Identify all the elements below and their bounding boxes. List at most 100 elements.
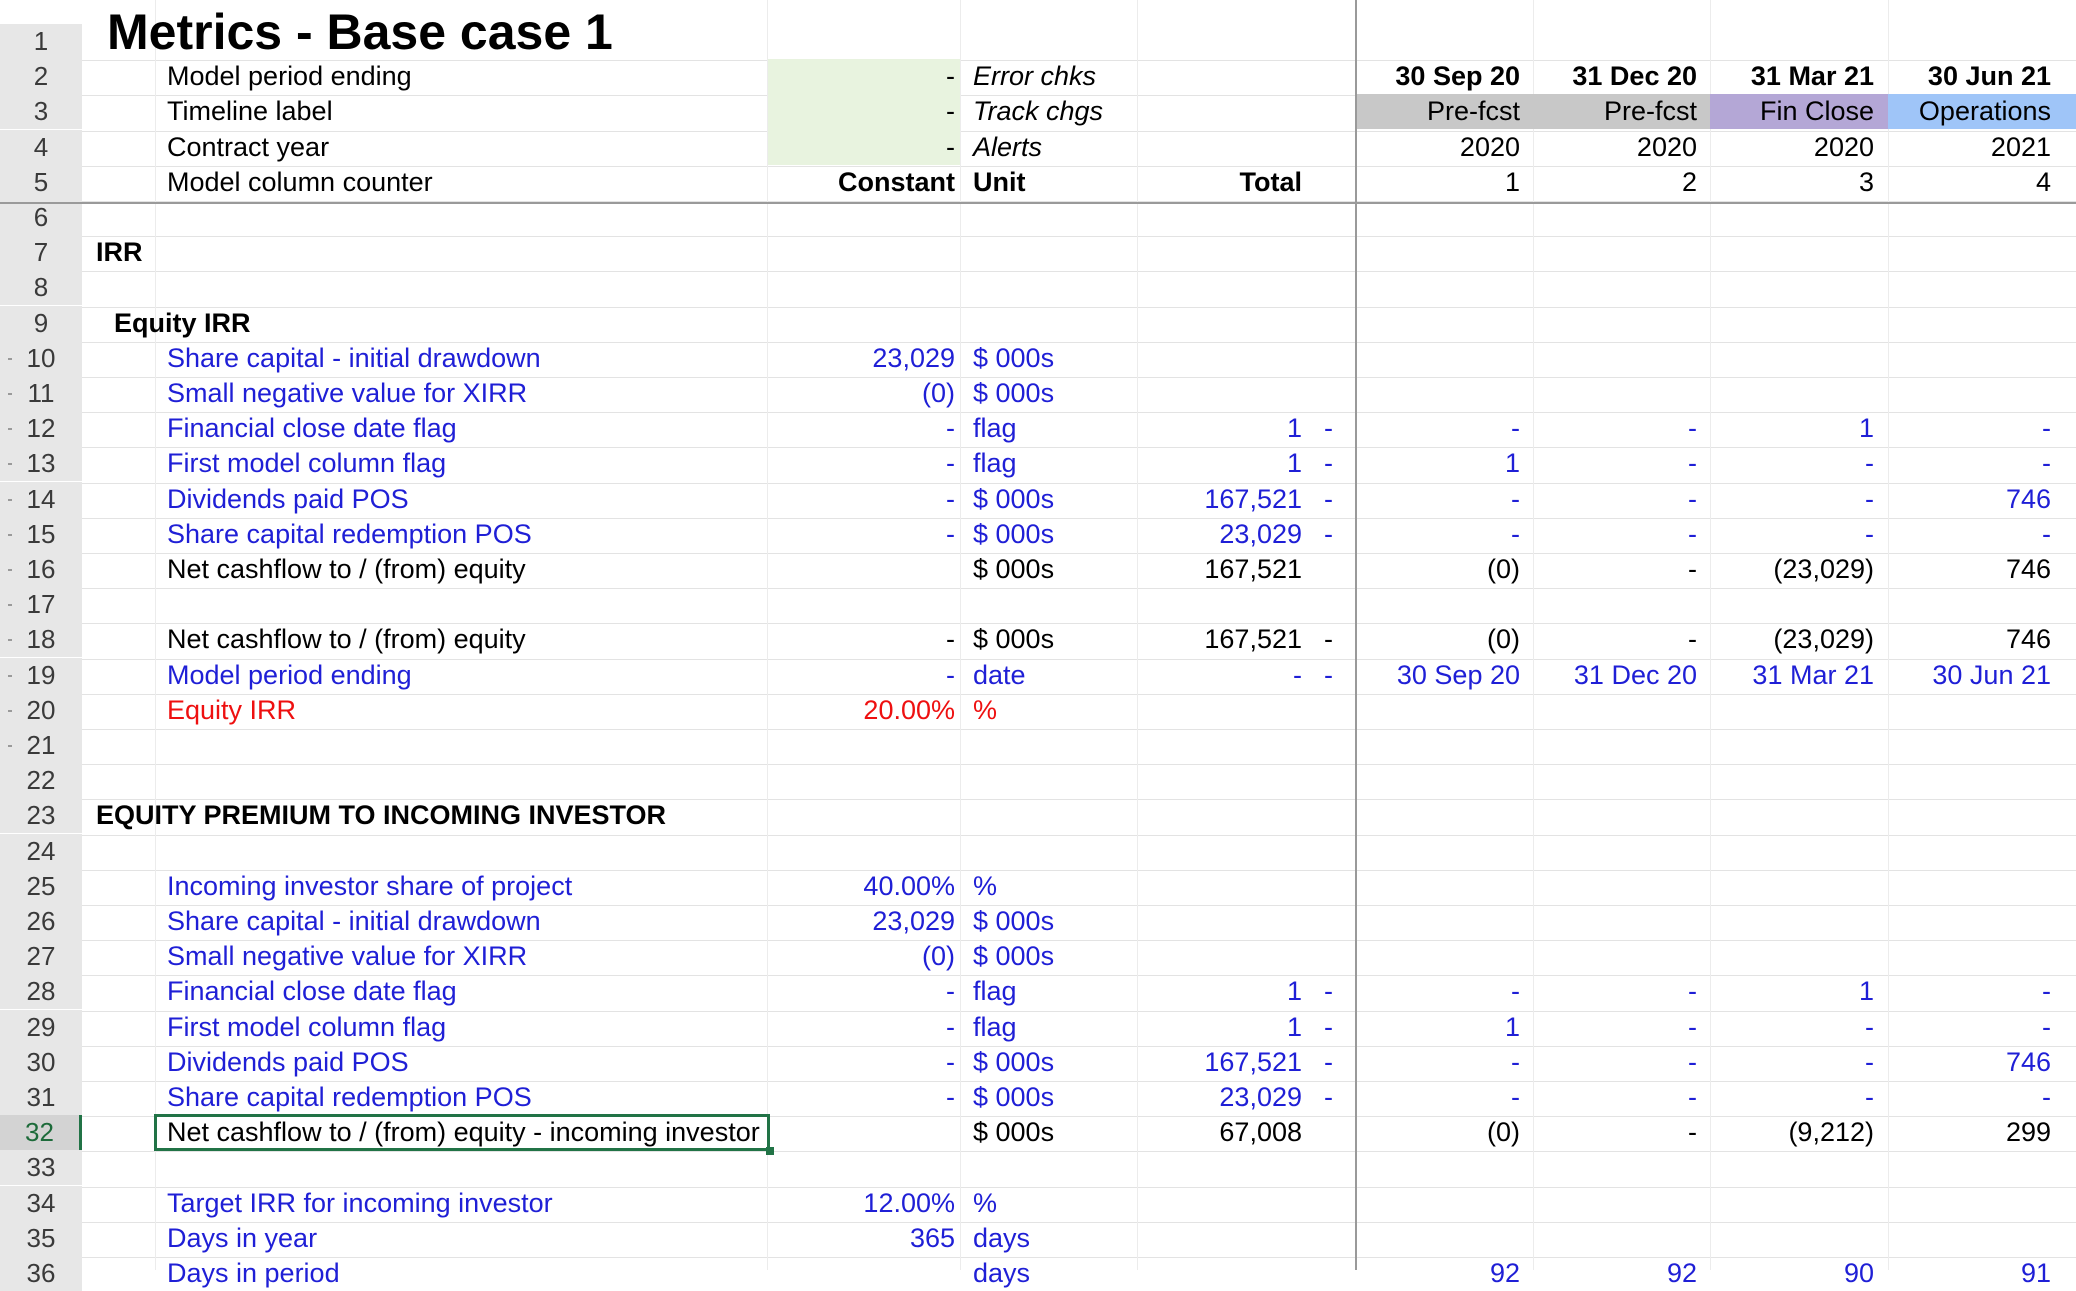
period-value[interactable]: - (1688, 1012, 1697, 1042)
period-value[interactable]: - (1688, 1082, 1697, 1112)
period-value[interactable]: - (2042, 413, 2051, 443)
period-value[interactable]: 746 (2005, 1047, 2051, 1077)
constant-value[interactable]: 20.00% (863, 695, 955, 725)
row-header-24[interactable]: 24 (0, 834, 82, 869)
row-label[interactable]: Share capital redemption POS (167, 1082, 532, 1112)
constant-value[interactable]: - (946, 1082, 955, 1112)
unit-value[interactable]: $ 000s (973, 554, 1055, 584)
row-header-10[interactable]: 10 (0, 341, 82, 376)
period-value[interactable]: 746 (2005, 554, 2051, 584)
row-label[interactable]: Incoming investor share of project (167, 871, 573, 901)
row-label[interactable]: Net cashflow to / (from) equity (167, 554, 526, 584)
period-value[interactable]: (23,029) (1773, 624, 1874, 654)
row-label[interactable]: Equity IRR (167, 695, 297, 725)
period-value[interactable]: - (2042, 1012, 2051, 1042)
row-header-30[interactable]: 30 (0, 1045, 82, 1080)
period-value[interactable]: - (1865, 519, 1874, 549)
constant-value[interactable]: 365 (909, 1223, 955, 1253)
period-value[interactable]: - (1688, 624, 1697, 654)
row-header-18[interactable]: 18 (0, 622, 82, 657)
period-value[interactable]: (0) (1487, 1117, 1520, 1147)
constant-value[interactable]: - (946, 660, 955, 690)
unit-value[interactable]: $ 000s (973, 941, 1055, 971)
row-header-32[interactable]: 32 (0, 1115, 82, 1150)
unit-value[interactable]: $ 000s (973, 1117, 1055, 1147)
row-label[interactable]: First model column flag (167, 448, 447, 478)
period-value[interactable]: - (2042, 1082, 2051, 1112)
constant-value[interactable]: - (946, 1012, 955, 1042)
constant-value[interactable]: 23,029 (872, 906, 955, 936)
unit-value[interactable]: $ 000s (973, 519, 1055, 549)
row-header-15[interactable]: 15 (0, 517, 82, 552)
unit-value[interactable]: $ 000s (973, 1082, 1055, 1112)
row-header-36[interactable]: 36 (0, 1256, 82, 1291)
unit-value[interactable]: $ 000s (973, 378, 1055, 408)
period-value[interactable]: 299 (2005, 1117, 2051, 1147)
row-header-2[interactable]: 2 (0, 59, 82, 94)
row-label[interactable]: Small negative value for XIRR (167, 941, 528, 971)
row-label[interactable]: Financial close date flag (167, 413, 457, 443)
row-header-13[interactable]: 13 (0, 446, 82, 481)
period-value[interactable]: 1 (1504, 1012, 1520, 1042)
row-label[interactable]: Days in period (167, 1258, 340, 1288)
period-value[interactable]: - (1865, 484, 1874, 514)
active-cell-selection[interactable] (154, 1114, 770, 1151)
unit-value[interactable]: $ 000s (973, 624, 1055, 654)
header-constant[interactable]: - (946, 61, 955, 91)
period-value[interactable]: 31 Dec 20 (1573, 660, 1697, 690)
constant-value[interactable]: - (946, 519, 955, 549)
row-header-25[interactable]: 25 (0, 869, 82, 904)
period-value[interactable]: 92 (1666, 1258, 1697, 1288)
constant-value[interactable]: - (946, 484, 955, 514)
row-header-19[interactable]: 19 (0, 658, 82, 693)
period-value[interactable]: - (1511, 519, 1520, 549)
period-value[interactable]: 92 (1489, 1258, 1520, 1288)
row-label[interactable]: Model period ending (167, 660, 412, 690)
row-header-31[interactable]: 31 (0, 1080, 82, 1115)
total-value[interactable]: 1 (1286, 413, 1302, 443)
constant-value[interactable]: (0) (922, 941, 955, 971)
unit-value[interactable]: % (973, 1188, 998, 1218)
period-value[interactable]: - (1865, 1082, 1874, 1112)
row-header-28[interactable]: 28 (0, 974, 82, 1009)
period-value[interactable]: - (1688, 448, 1697, 478)
period-value[interactable]: - (1688, 1047, 1697, 1077)
period-value[interactable]: 1 (1858, 413, 1874, 443)
row-header-29[interactable]: 29 (0, 1010, 82, 1045)
total-value[interactable]: 167,521 (1204, 484, 1302, 514)
row-label[interactable]: Dividends paid POS (167, 484, 409, 514)
row-header-21[interactable]: 21 (0, 728, 82, 763)
period-value[interactable]: - (1688, 413, 1697, 443)
total-value[interactable]: 67,008 (1219, 1117, 1302, 1147)
period-value[interactable]: - (1511, 413, 1520, 443)
row-header-22[interactable]: 22 (0, 763, 82, 798)
row-label[interactable]: Net cashflow to / (from) equity (167, 624, 526, 654)
unit-value[interactable]: % (973, 695, 998, 725)
period-value[interactable]: - (2042, 519, 2051, 549)
row-header-6[interactable]: 6 (0, 200, 82, 235)
row-header-33[interactable]: 33 (0, 1150, 82, 1185)
row-header-20[interactable]: 20 (0, 693, 82, 728)
row-header-9[interactable]: 9 (0, 306, 82, 341)
period-value[interactable]: 31 Mar 21 (1752, 660, 1874, 690)
row-header-35[interactable]: 35 (0, 1221, 82, 1256)
total-value[interactable]: 1 (1286, 448, 1302, 478)
constant-value[interactable]: (0) (922, 378, 955, 408)
unit-value[interactable]: date (973, 660, 1026, 690)
period-value[interactable]: - (1688, 519, 1697, 549)
period-value[interactable]: 90 (1843, 1258, 1874, 1288)
constant-value[interactable]: 23,029 (872, 343, 955, 373)
row-header-23[interactable]: 23 (0, 798, 82, 833)
constant-value[interactable]: 12.00% (863, 1188, 955, 1218)
period-value[interactable]: (0) (1487, 554, 1520, 584)
period-value[interactable]: - (1688, 1117, 1697, 1147)
total-value[interactable]: 167,521 (1204, 624, 1302, 654)
period-value[interactable]: 30 Jun 21 (1932, 660, 2051, 690)
period-value[interactable]: - (1511, 1047, 1520, 1077)
period-value[interactable]: 30 Sep 20 (1396, 660, 1520, 690)
period-value[interactable]: 746 (2005, 624, 2051, 654)
unit-value[interactable]: flag (973, 448, 1017, 478)
row-label[interactable]: Share capital - initial drawdown (167, 906, 541, 936)
period-value[interactable]: - (1511, 976, 1520, 1006)
row-header-27[interactable]: 27 (0, 939, 82, 974)
